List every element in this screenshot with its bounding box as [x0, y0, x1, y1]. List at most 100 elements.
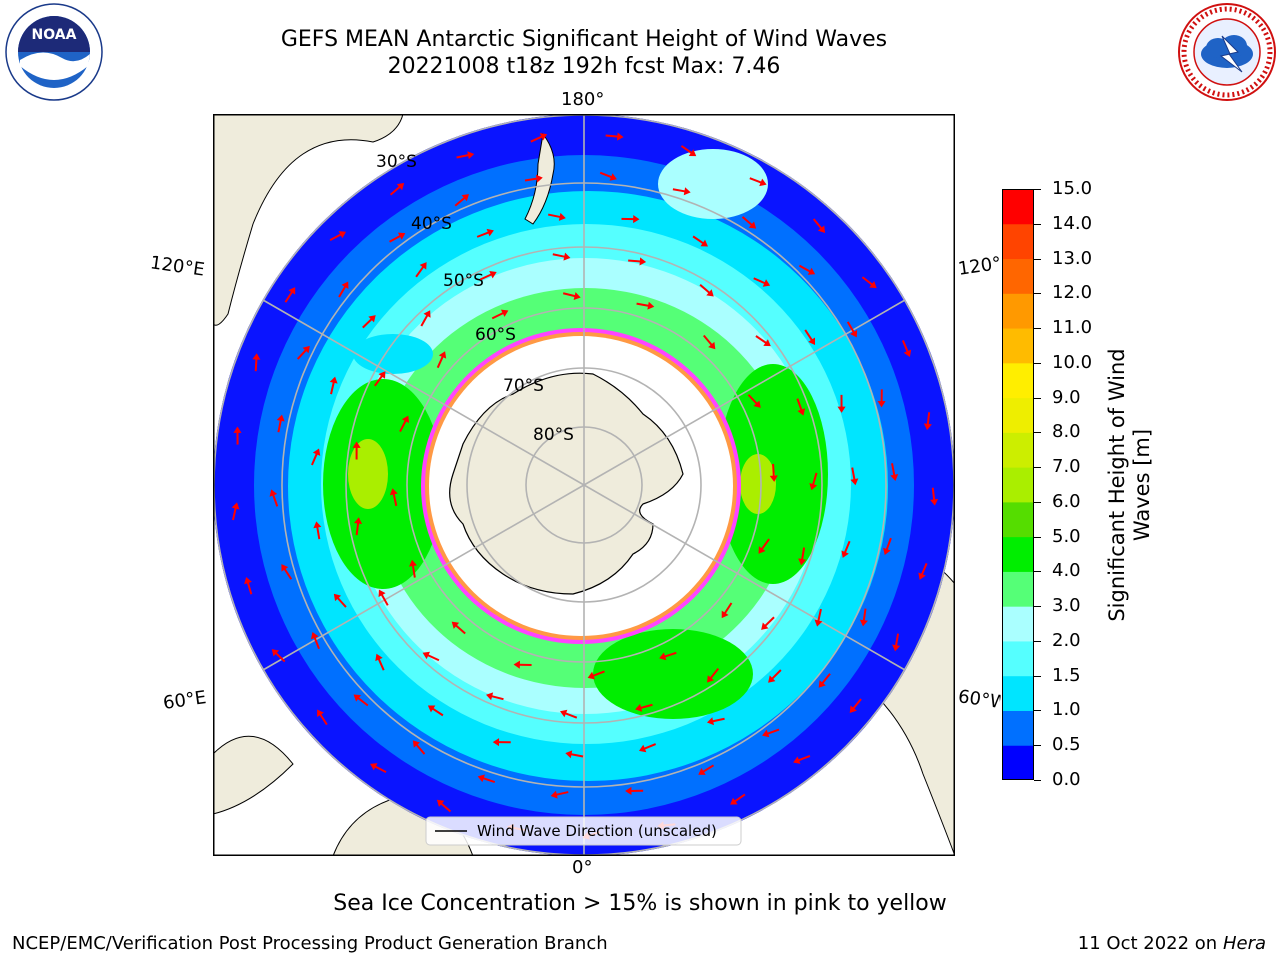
- wave-direction-arrow: [663, 651, 677, 658]
- wave-direction-arrowhead: [565, 750, 573, 759]
- wave-direction-arrow: [764, 616, 775, 627]
- wave-direction-arrow: [362, 318, 373, 329]
- wave-direction-arrow: [599, 171, 613, 179]
- wave-direction-arrowhead: [352, 441, 361, 448]
- wave-direction-arrowhead: [625, 786, 632, 796]
- wave-direction-arrow: [311, 453, 318, 466]
- colorbar-tick: [1034, 362, 1041, 364]
- wave-direction-arrow: [797, 754, 811, 762]
- wave-direction-arrow: [846, 321, 855, 334]
- wave-direction-arrowhead: [883, 547, 891, 556]
- chart-subtitle: 20221008 t18z 192h fcst Max: 7.46: [387, 54, 781, 79]
- chart-title: GEFS MEAN Antarctic Significant Height o…: [280, 27, 888, 52]
- wave-direction-arrow: [672, 188, 686, 193]
- colorbar-segment: [1002, 745, 1034, 780]
- wave-direction-arrow: [702, 334, 713, 346]
- wave-direction-arrowhead: [486, 228, 494, 237]
- wave-direction-arrow: [862, 608, 867, 622]
- colorbar-tick-label: 3.0: [1052, 595, 1081, 617]
- wave-direction-arrowhead: [477, 774, 485, 783]
- colorbar-tick-label: 0.5: [1052, 734, 1081, 756]
- wave-direction-arrowhead: [808, 337, 816, 345]
- colorbar-title: Significant Height of Wind Waves [m]: [1105, 348, 1154, 622]
- colorbar-tick-label: 6.0: [1052, 490, 1081, 512]
- colorbar-tick: [1034, 571, 1041, 573]
- wave-direction-arrow: [766, 728, 780, 735]
- colorbar-segment: [1002, 606, 1034, 642]
- wave-direction-arrow: [636, 302, 650, 307]
- wave-direction-arrowhead: [269, 489, 278, 497]
- host-name: Hera: [1222, 933, 1266, 954]
- wave-direction-arrowhead: [730, 797, 738, 805]
- colorbar-tick: [1034, 780, 1041, 781]
- wave-direction-arrowhead: [338, 231, 347, 239]
- wave-direction-arrow: [377, 658, 385, 671]
- wave-direction-arrow: [491, 311, 504, 320]
- colorbar-tick: [1034, 293, 1041, 295]
- wave-direction-arrow: [246, 581, 253, 595]
- wave-direction-arrowhead: [353, 694, 362, 702]
- wave-direction-arrowhead: [427, 705, 436, 713]
- wave-direction-arrowhead: [903, 349, 912, 358]
- wave-direction-arrow: [357, 697, 369, 707]
- wave-direction-arrow: [482, 777, 496, 783]
- colorbar-segment: [1002, 710, 1034, 746]
- wave-direction-arrow: [592, 670, 605, 677]
- wave-direction-arrowhead: [841, 550, 849, 558]
- wave-direction-arrow: [861, 276, 874, 286]
- wave-direction-arrow: [427, 654, 440, 662]
- wave-direction-arrow: [812, 218, 823, 230]
- colorbar-segment: [1002, 293, 1034, 329]
- nws-logo: [1178, 3, 1276, 101]
- lon-label-0: 0°: [572, 857, 593, 878]
- wave-direction-arrow: [336, 597, 347, 608]
- wave-direction-arrow: [524, 177, 538, 182]
- wave-direction-arrowhead: [616, 132, 624, 141]
- colorbar-tick-label: 1.5: [1052, 664, 1081, 686]
- wave-direction-arrowhead: [892, 644, 901, 652]
- wave-direction-arrowhead: [877, 400, 886, 408]
- wave-direction-arrow: [491, 695, 504, 701]
- wave-direction-arrowhead: [659, 652, 667, 661]
- colorbar-tick: [1034, 606, 1041, 608]
- wave-direction-arrowhead: [748, 221, 757, 229]
- colorbar-tick-label: 0.0: [1052, 769, 1081, 790]
- wave-direction-arrow: [547, 213, 561, 219]
- wave-direction-arrow: [440, 802, 452, 813]
- noaa-logo: NOAA: [5, 3, 103, 101]
- colorbar-tick: [1034, 501, 1041, 503]
- wave-direction-arrowhead: [769, 475, 778, 482]
- wave-direction-arrowhead: [688, 149, 697, 157]
- colorbar-tick-label: 2.0: [1052, 629, 1081, 651]
- wave-direction-arrow: [564, 712, 578, 719]
- wave-direction-arrowhead: [707, 675, 715, 683]
- wave-direction-arrow: [570, 753, 584, 758]
- lon-label-120e: 120°E: [148, 252, 206, 281]
- wave-direction-arrow: [330, 381, 335, 395]
- colorbar-tick-label: 14.0: [1052, 212, 1093, 234]
- wave-direction-arrowhead: [798, 558, 807, 566]
- wave-direction-arrowhead: [368, 315, 376, 323]
- wave-direction-arrow: [920, 562, 928, 576]
- wave-direction-arrow: [640, 703, 653, 709]
- wave-direction-arrow: [455, 624, 466, 635]
- wave-direction-arrowhead: [467, 151, 475, 160]
- map-legend: Wind Wave Direction (unscaled): [425, 816, 742, 846]
- colorbar-segment: [1002, 432, 1034, 468]
- wave-direction-arrowhead: [513, 660, 520, 669]
- wave-direction-arrow: [389, 185, 401, 196]
- wave-direction-arrowhead: [341, 281, 349, 289]
- wave-direction-arrow: [747, 394, 758, 405]
- colorbar-tick: [1034, 189, 1041, 190]
- colorbar-tick: [1034, 675, 1041, 677]
- wave-direction-arrowhead: [409, 559, 418, 567]
- wave-direction-arrow: [456, 154, 470, 159]
- lat-label-80s: 80°S: [533, 425, 574, 445]
- wave-direction-arrow: [749, 177, 762, 184]
- lon-label-120w: 120°W: [956, 253, 1002, 280]
- wave-direction-arrowhead: [535, 174, 543, 183]
- wave-direction-arrowhead: [252, 353, 261, 360]
- wave-direction-arrowhead: [768, 675, 776, 683]
- colorbar-tick: [1034, 745, 1041, 747]
- lat-label-60s: 60°S: [475, 325, 516, 345]
